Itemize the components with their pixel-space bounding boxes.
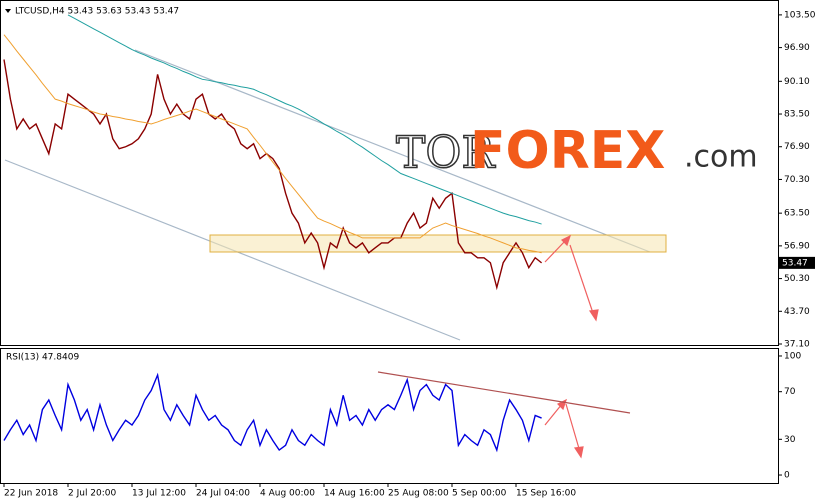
y-tick-label: 0: [784, 471, 790, 481]
y-tick-label: 96.90: [784, 43, 810, 53]
x-tick-label: 5 Sep 00:00: [452, 489, 507, 499]
y-tick-label: 83.50: [784, 110, 810, 120]
last-price-label: 53.47: [782, 258, 808, 268]
series-line: [67, 14, 542, 225]
y-tick-label: 76.90: [784, 142, 810, 152]
watermark: FOREX: [470, 121, 665, 181]
rsi-pane: [0, 348, 779, 484]
watermark: .com: [684, 140, 758, 175]
x-tick-label: 15 Sep 16:00: [516, 489, 576, 499]
y-tick-label: 100: [784, 351, 801, 361]
resistance-zone: [209, 234, 667, 253]
y-tick-label: 103.50: [784, 10, 816, 20]
chart-title: LTCUSD,H4 53.43 53.63 53.43 53.47: [15, 7, 179, 17]
y-tick-label: 70.30: [784, 175, 810, 185]
series-line: [3, 372, 542, 453]
x-tick-label: 13 Jul 12:00: [132, 489, 186, 499]
y-tick-label: 70: [784, 387, 796, 397]
y-tick-label: 56.90: [784, 241, 810, 251]
rsi-title: RSI(13) 47.8409: [6, 353, 79, 363]
y-tick-label: 43.70: [784, 307, 810, 317]
y-tick-label: 37.10: [784, 340, 810, 350]
x-tick-label: 24 Jul 04:00: [196, 489, 250, 499]
x-tick-label: 25 Aug 08:00: [388, 489, 449, 499]
y-tick-label: 63.50: [784, 209, 810, 219]
watermark: TOR: [396, 128, 496, 179]
menu-triangle: [5, 9, 11, 13]
price-pane: [0, 0, 779, 346]
y-tick-label: 90.10: [784, 77, 810, 87]
x-tick-label: 14 Aug 16:00: [324, 489, 385, 499]
channel-line: [134, 49, 651, 253]
x-tick-label: 2 Jul 20:00: [68, 489, 117, 499]
x-tick-label: 4 Aug 00:00: [260, 489, 315, 499]
y-tick-label: 50.30: [784, 274, 810, 284]
y-tick-label: 30: [784, 435, 796, 445]
rsi-trendline: [377, 371, 631, 414]
last-price-box: [779, 256, 815, 269]
series-line: [3, 34, 542, 254]
x-tick-label: 22 Jun 2018: [4, 489, 58, 499]
